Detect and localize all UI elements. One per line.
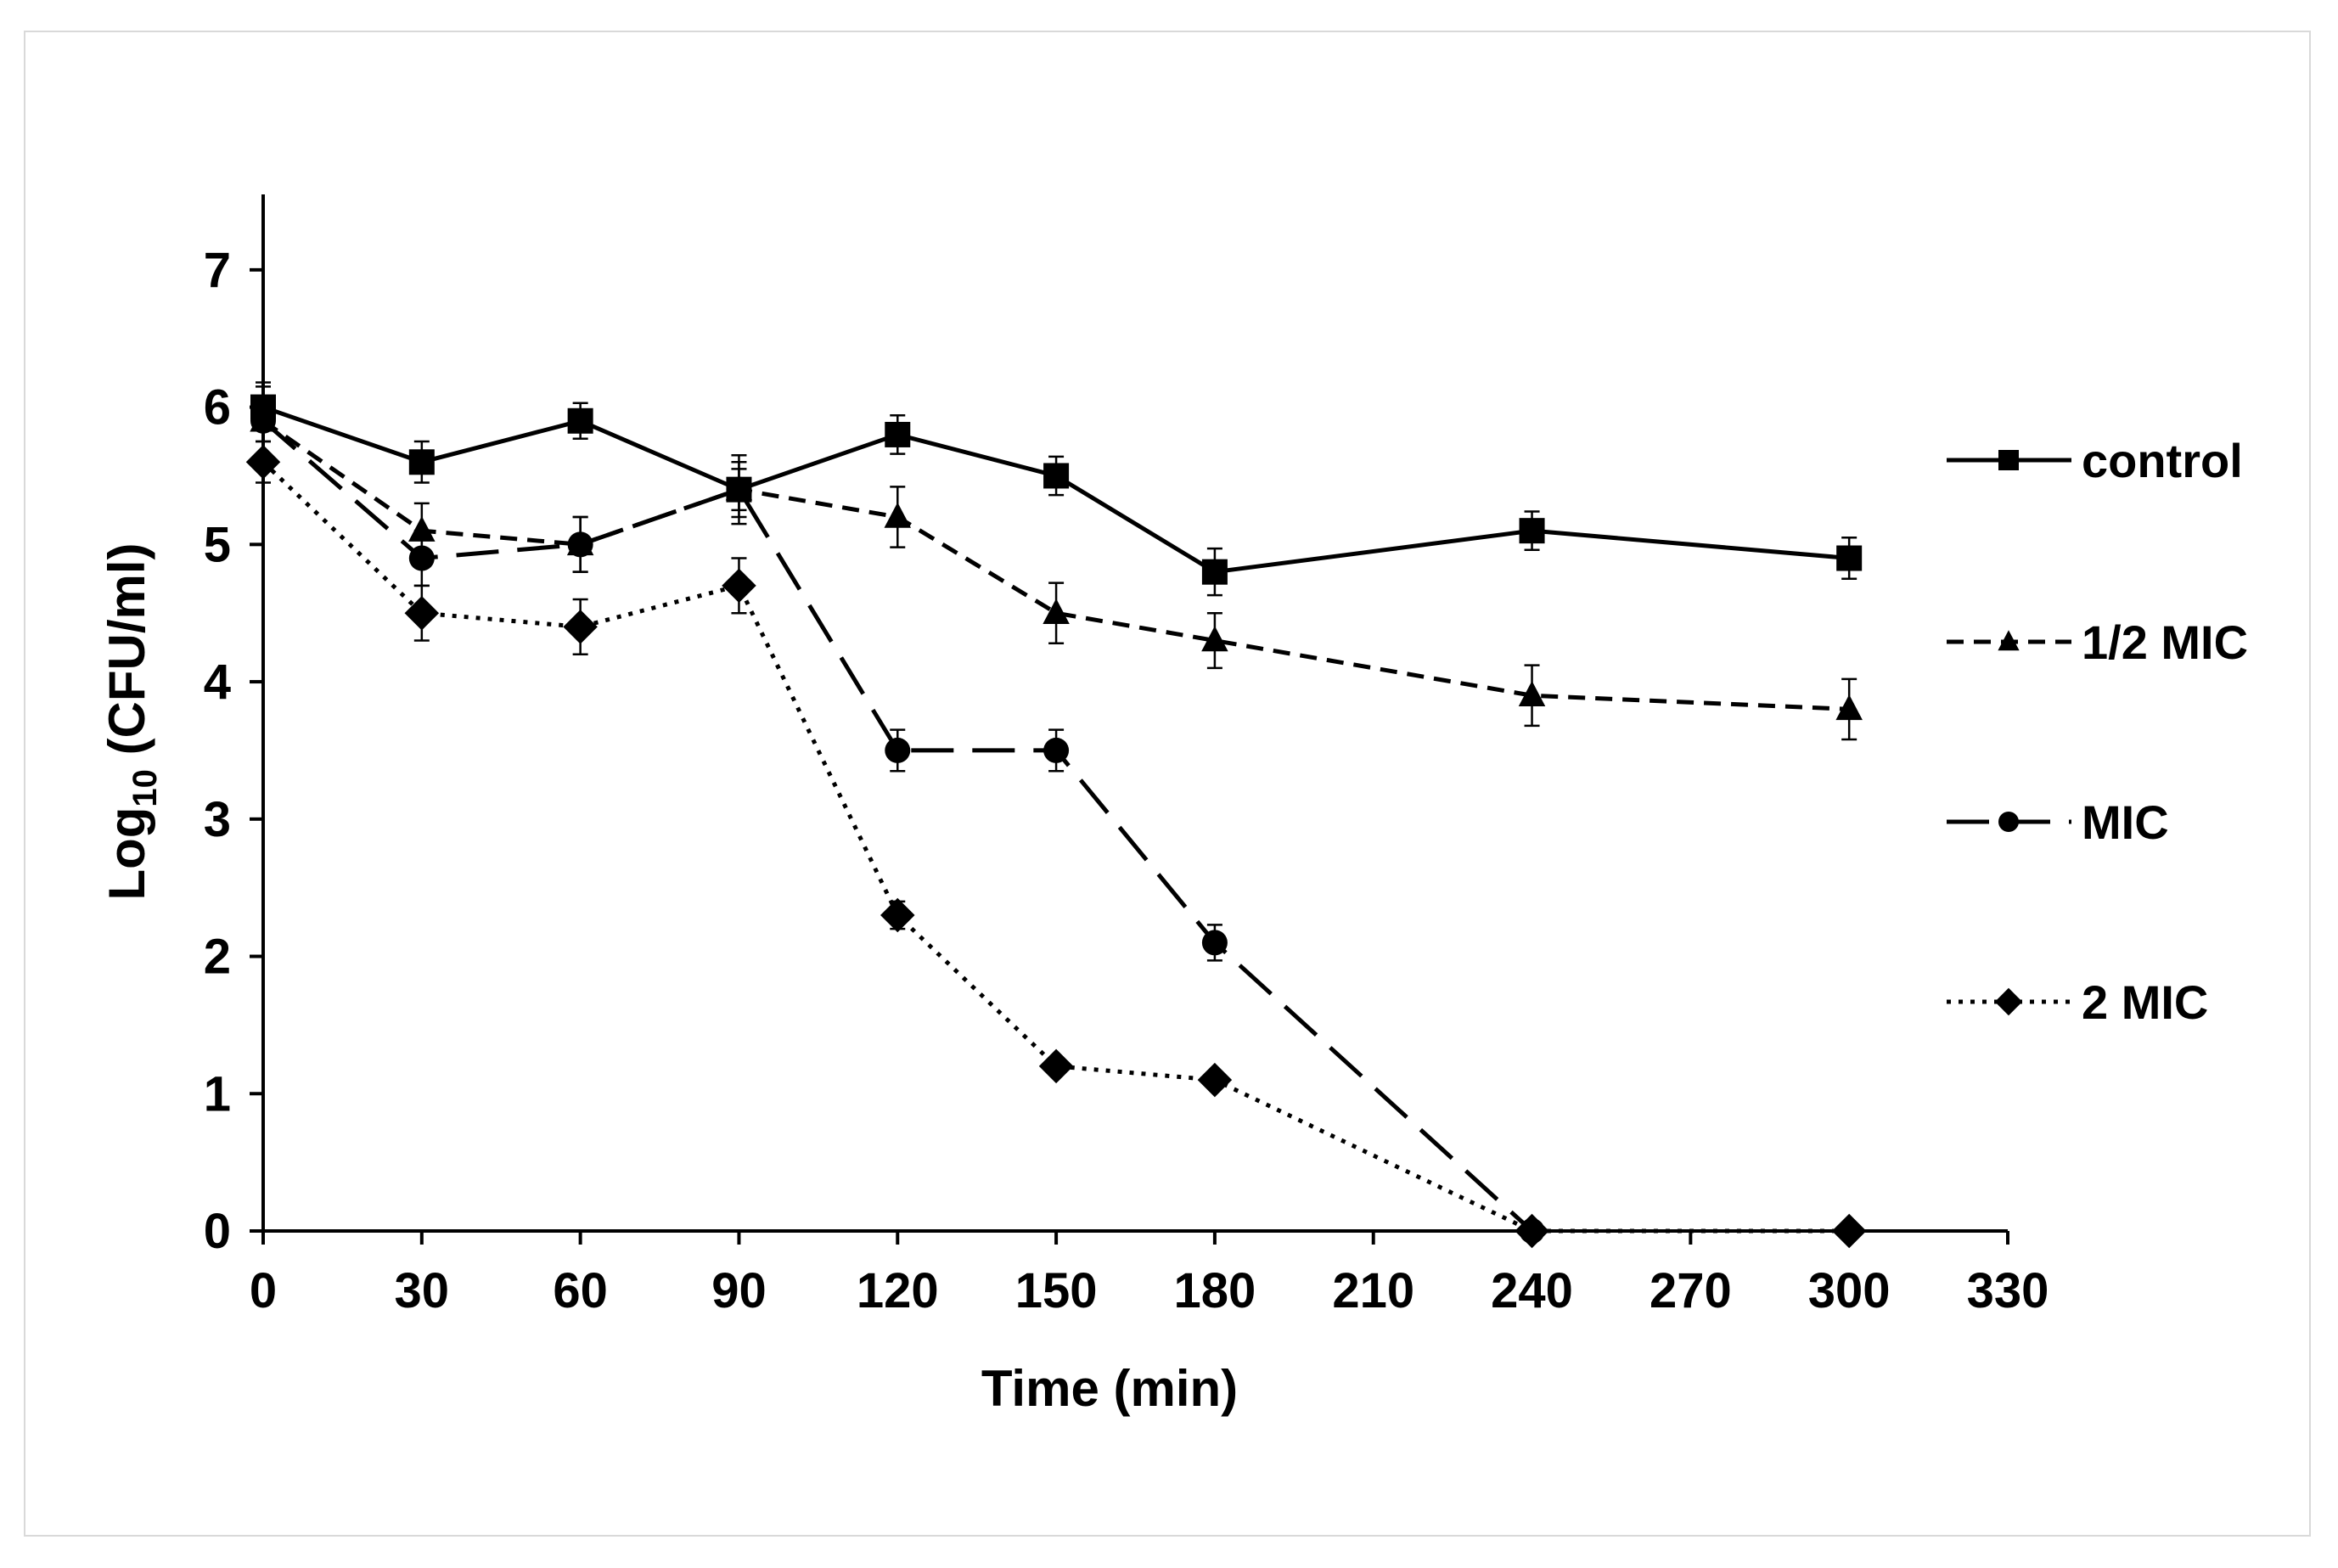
- data-point: [1515, 1213, 1549, 1249]
- data-point: [885, 421, 911, 447]
- legend-item: control: [1947, 434, 2243, 487]
- series-mic: [250, 399, 1545, 1244]
- series-group: [245, 381, 1867, 1249]
- y-tick-label: 1: [204, 1066, 231, 1121]
- x-tick-label: 270: [1650, 1263, 1732, 1318]
- legend-marker: [1998, 630, 2020, 651]
- series-line: [261, 419, 1534, 1233]
- data-point: [885, 737, 911, 763]
- y-tick-label: 6: [204, 380, 231, 436]
- data-point: [408, 449, 435, 475]
- y-axis-ticks: 0 1 2 3 4 5 6 7: [204, 243, 263, 1259]
- x-tick-label: 120: [857, 1263, 939, 1318]
- data-point: [880, 897, 915, 933]
- data-point: [1038, 1048, 1074, 1084]
- x-axis-ticks: 0 30 60 90 120 150 180 210 240 270 300 330: [250, 1231, 2049, 1318]
- data-point: [726, 476, 752, 503]
- x-tick-label: 60: [553, 1263, 608, 1318]
- figure-frame: [24, 31, 2311, 1537]
- x-tick-label: 210: [1332, 1263, 1414, 1318]
- series-line: [261, 460, 1850, 1234]
- series-control: [250, 385, 1863, 597]
- y-axis-title-subscript: 10: [126, 769, 164, 807]
- x-tick-label: 30: [395, 1263, 450, 1318]
- x-tick-label: 300: [1808, 1263, 1891, 1318]
- legend-marker: [1998, 450, 2019, 470]
- y-tick-label: 3: [204, 792, 231, 847]
- legend-marker: [1994, 987, 2023, 1016]
- data-point: [245, 445, 281, 480]
- y-axis-title-main: Log: [98, 807, 155, 901]
- y-axis-title: Log10 (CFU/ml): [98, 542, 164, 900]
- data-point: [1836, 545, 1863, 571]
- y-axis-title-rest: (CFU/ml): [98, 542, 155, 769]
- x-tick-label: 90: [711, 1263, 767, 1318]
- legend-label: 1/2 MIC: [2082, 615, 2248, 669]
- y-tick-label: 4: [204, 655, 231, 710]
- data-point: [884, 502, 912, 528]
- x-tick-label: 180: [1174, 1263, 1256, 1318]
- data-point: [1043, 463, 1070, 489]
- y-tick-label: 5: [204, 517, 231, 572]
- y-tick-label: 0: [204, 1204, 231, 1259]
- legend-item: MIC: [1947, 795, 2169, 849]
- data-point: [1043, 598, 1070, 624]
- x-tick-label: 0: [250, 1263, 277, 1318]
- series-2-mic: [245, 440, 1867, 1249]
- axes: 0 1 2 3 4 5 6 7 0 30 60 90 120 150 180 210 240 270 300 330: [204, 194, 2049, 1318]
- legend-label: MIC: [2082, 795, 2169, 849]
- y-tick-label: 2: [204, 930, 231, 985]
- series-1-2-mic: [250, 381, 1863, 741]
- x-tick-label: 330: [1967, 1263, 2049, 1318]
- data-point: [563, 610, 598, 644]
- legend-item: 2 MIC: [1947, 975, 2208, 1029]
- data-point: [1831, 1213, 1867, 1249]
- legend-label: control: [2082, 434, 2243, 487]
- x-axis-title: Time (min): [981, 1360, 1238, 1417]
- data-point: [567, 407, 593, 434]
- data-point: [250, 407, 276, 434]
- data-point: [408, 545, 435, 571]
- data-point: [404, 595, 440, 631]
- legend-label: 2 MIC: [2082, 975, 2208, 1029]
- legend-item: 1/2 MIC: [1947, 615, 2248, 669]
- legend: control 1/2 MIC MIC 2 MIC: [1947, 434, 2248, 1029]
- data-point: [1201, 626, 1228, 652]
- legend-marker: [1998, 812, 2019, 832]
- data-point: [1197, 1062, 1233, 1098]
- data-point: [722, 568, 756, 604]
- data-point: [567, 531, 593, 558]
- data-point: [1043, 737, 1070, 763]
- data-point: [1519, 518, 1545, 544]
- x-tick-label: 150: [1015, 1263, 1098, 1318]
- data-point: [1835, 694, 1863, 721]
- x-tick-label: 240: [1491, 1263, 1573, 1318]
- y-tick-label: 7: [204, 243, 231, 298]
- data-point: [1201, 930, 1228, 956]
- data-point: [1518, 680, 1546, 706]
- data-point: [408, 515, 436, 542]
- data-point: [1201, 559, 1228, 585]
